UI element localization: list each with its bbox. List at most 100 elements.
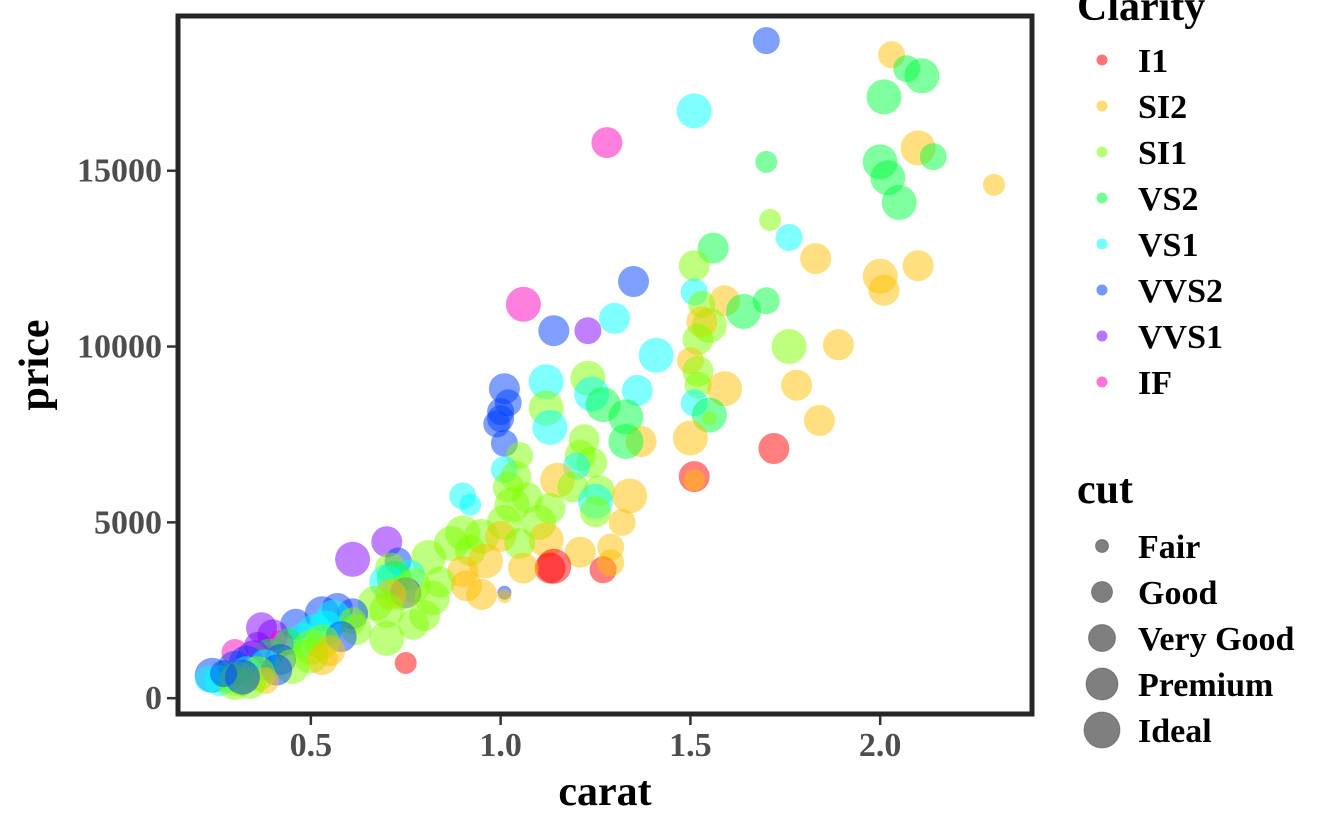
data-point-4 <box>904 58 940 94</box>
data-point-65 <box>608 424 644 459</box>
data-point-20 <box>902 250 934 282</box>
x-tick-label: 1.5 <box>669 727 712 764</box>
clarity-legend: Clarity I1 SI2 SI1 VS2 VS1 VVS2 VVS1 IF <box>1077 0 1223 402</box>
legend-swatch-i1 <box>1096 54 1108 66</box>
legend-swatch-vs2 <box>1096 192 1108 204</box>
data-point-87 <box>608 508 636 536</box>
cut-legend-title: cut <box>1077 467 1133 513</box>
legend-size-label: Premium <box>1138 667 1273 704</box>
x-axis-title: carat <box>558 769 651 815</box>
data-point-155 <box>394 652 417 674</box>
legend-size-swatch <box>1091 581 1113 603</box>
data-point-13 <box>983 173 1005 196</box>
y-tick-label: 10000 <box>77 329 162 366</box>
legend-label-si1: SI1 <box>1138 135 1187 172</box>
data-point-59 <box>532 409 568 445</box>
data-point-46 <box>621 375 653 406</box>
data-point-18 <box>800 243 832 275</box>
data-point-83 <box>459 493 482 516</box>
y-axis-title: price <box>12 320 58 411</box>
data-point-93 <box>528 522 564 558</box>
legend-swatch-si1 <box>1096 146 1108 158</box>
data-point-16 <box>775 224 803 251</box>
data-point-133 <box>397 608 429 640</box>
data-point-6 <box>676 93 712 129</box>
cut-legend: cut Fair Good Very Good Premium Ideal <box>1077 467 1295 750</box>
data-point-86 <box>580 496 611 528</box>
data-point-56 <box>803 404 835 436</box>
data-point-171 <box>210 660 237 688</box>
data-point-42 <box>528 364 564 400</box>
x-axis: 0.5 1.0 1.5 2.0 <box>290 716 902 764</box>
data-point-44 <box>707 371 743 407</box>
data-point-27 <box>505 286 541 322</box>
legend-swatch-vvs2 <box>1096 284 1108 296</box>
data-point-100 <box>335 541 371 577</box>
data-point-11 <box>919 143 947 171</box>
data-point-23 <box>618 266 649 297</box>
data-point-108 <box>507 552 539 584</box>
data-point-66 <box>758 433 790 464</box>
x-tick-label: 2.0 <box>859 727 902 764</box>
data-point-60 <box>702 411 717 426</box>
legend-size-label: Good <box>1138 575 1217 612</box>
legend-swatch-si2 <box>1096 100 1108 112</box>
legend-label-if: IF <box>1138 365 1172 402</box>
legend-size-label: Ideal <box>1138 713 1212 750</box>
legend-swatch-vvs1 <box>1096 330 1108 342</box>
data-point-61 <box>672 420 708 456</box>
legend-size-swatch <box>1083 711 1121 749</box>
clarity-legend-title: Clarity <box>1077 0 1205 30</box>
legend-size-label: Fair <box>1138 529 1200 566</box>
data-point-57 <box>608 399 644 435</box>
data-point-95 <box>504 528 536 559</box>
data-point-107 <box>597 549 625 577</box>
data-point-38 <box>638 337 674 373</box>
data-point-36 <box>771 329 807 364</box>
y-tick-label: 15000 <box>77 153 162 190</box>
data-point-37 <box>822 329 854 361</box>
data-point-45 <box>781 369 813 401</box>
data-point-98 <box>564 536 596 568</box>
data-point-73 <box>683 469 706 492</box>
legend-size-swatch <box>1088 624 1116 652</box>
legend-label-si2: SI2 <box>1138 89 1187 126</box>
data-point-1 <box>752 27 780 55</box>
legend-size-swatch <box>1085 667 1119 701</box>
data-point-140 <box>369 620 405 656</box>
data-point-22 <box>868 274 900 306</box>
data-point-29 <box>726 293 761 329</box>
data-point-10 <box>755 150 778 173</box>
data-point-121 <box>497 589 512 604</box>
legend-label-vs2: VS2 <box>1138 181 1198 218</box>
data-point-15 <box>759 208 782 231</box>
legend-label-vs1: VS1 <box>1138 227 1198 264</box>
legend-size-swatch <box>1095 539 1109 553</box>
data-point-14 <box>881 184 917 220</box>
data-point-19 <box>678 250 710 282</box>
x-tick-label: 1.0 <box>479 727 522 764</box>
x-tick-label: 0.5 <box>290 727 333 764</box>
legend-label-vvs2: VVS2 <box>1138 273 1223 310</box>
legend-label-i1: I1 <box>1138 43 1168 80</box>
data-point-105 <box>534 552 566 584</box>
legend-label-vvs1: VVS1 <box>1138 319 1223 356</box>
legend-swatch-vs1 <box>1096 238 1108 250</box>
points-layer <box>194 27 1005 700</box>
legend-size-label: Very Good <box>1138 621 1295 658</box>
y-axis: 0 5000 10000 15000 <box>77 153 176 717</box>
data-point-79 <box>612 478 648 514</box>
data-point-33 <box>538 315 570 347</box>
data-point-30 <box>599 302 630 334</box>
data-point-125 <box>369 592 405 628</box>
y-tick-label: 0 <box>145 680 162 717</box>
data-point-7 <box>591 127 623 159</box>
data-point-5 <box>866 79 902 115</box>
data-point-34 <box>574 317 602 345</box>
legend-swatch-if <box>1096 376 1108 388</box>
data-point-153 <box>306 644 338 675</box>
data-point-122 <box>466 578 498 610</box>
plot-panel-border <box>175 13 1035 717</box>
y-tick-label: 5000 <box>94 504 162 541</box>
